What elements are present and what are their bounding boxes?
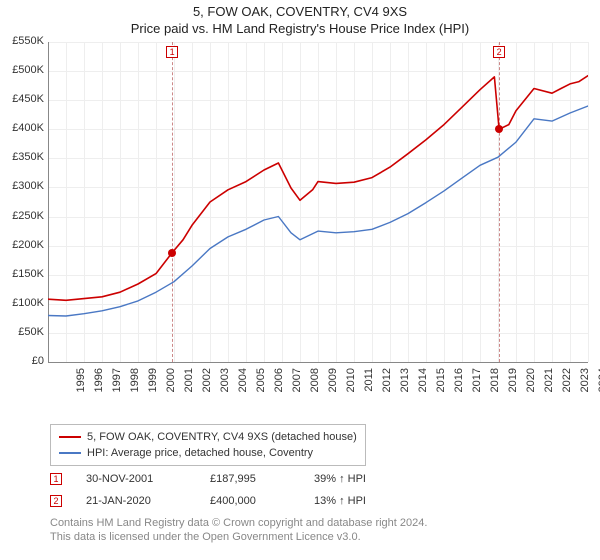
sales-table: 1 30-NOV-2001 £187,995 39% ↑ HPI 2 21-JAN-202… (50, 468, 384, 512)
x-axis-label: 1996 (93, 368, 105, 398)
legend: 5, FOW OAK, COVENTRY, CV4 9XS (detached … (50, 424, 366, 466)
arrow-up-icon: ↑ (339, 495, 345, 507)
sale-delta: 13% ↑ HPI (314, 495, 384, 507)
y-axis-label: £350K (0, 151, 44, 163)
x-axis-label: 2004 (237, 368, 249, 398)
legend-swatch (59, 436, 81, 438)
x-axis-label: 2014 (417, 368, 429, 398)
chart-title-line2: Price paid vs. HM Land Registry's House … (0, 19, 600, 36)
arrow-up-icon: ↑ (339, 473, 345, 485)
x-axis-label: 2022 (561, 368, 573, 398)
sale-price: £400,000 (210, 495, 290, 507)
x-axis-label: 2021 (543, 368, 555, 398)
footer-attribution: Contains HM Land Registry data © Crown c… (50, 516, 427, 544)
legend-row-hpi: HPI: Average price, detached house, Cove… (59, 445, 357, 461)
y-axis-label: £200K (0, 239, 44, 251)
series-hpi (48, 106, 588, 316)
sale-index-box: 1 (50, 473, 62, 485)
x-axis-label: 2015 (435, 368, 447, 398)
x-axis-label: 2017 (471, 368, 483, 398)
y-axis-label: £500K (0, 64, 44, 76)
x-axis-label: 1998 (129, 368, 141, 398)
x-axis-label: 2012 (381, 368, 393, 398)
plot-area: £0£50K£100K£150K£200K£250K£300K£350K£400… (48, 42, 588, 362)
chart-title-line1: 5, FOW OAK, COVENTRY, CV4 9XS (0, 0, 600, 19)
sale-dot-2 (495, 125, 503, 133)
x-axis-label: 2006 (273, 368, 285, 398)
x-axis-label: 2020 (525, 368, 537, 398)
sale-index-box: 2 (50, 495, 62, 507)
y-axis-label: £250K (0, 210, 44, 222)
footer-line1: Contains HM Land Registry data © Crown c… (50, 516, 427, 530)
sale-date: 21-JAN-2020 (86, 495, 186, 507)
x-axis-label: 2008 (309, 368, 321, 398)
legend-label: 5, FOW OAK, COVENTRY, CV4 9XS (detached … (87, 429, 357, 445)
sale-delta: 39% ↑ HPI (314, 473, 384, 485)
x-axis-label: 1995 (75, 368, 87, 398)
x-axis-label: 2007 (291, 368, 303, 398)
x-axis-label: 1997 (111, 368, 123, 398)
x-axis-label: 2009 (327, 368, 339, 398)
grid-v (588, 42, 589, 362)
x-axis-label: 2018 (489, 368, 501, 398)
sale-price: £187,995 (210, 473, 290, 485)
x-axis-label: 2016 (453, 368, 465, 398)
y-axis-label: £150K (0, 268, 44, 280)
y-axis-label: £0 (0, 355, 44, 367)
x-axis-label: 2013 (399, 368, 411, 398)
series-property (48, 76, 588, 301)
y-axis-label: £450K (0, 93, 44, 105)
series-svg (48, 42, 588, 362)
x-axis-label: 2000 (165, 368, 177, 398)
y-axis-label: £400K (0, 122, 44, 134)
x-axis-label: 2019 (507, 368, 519, 398)
sale-date: 30-NOV-2001 (86, 473, 186, 485)
x-axis-label: 2003 (219, 368, 231, 398)
x-axis-label: 1999 (147, 368, 159, 398)
y-axis-label: £100K (0, 297, 44, 309)
x-axis-label: 2011 (363, 368, 375, 398)
sales-row-1: 1 30-NOV-2001 £187,995 39% ↑ HPI (50, 468, 384, 490)
legend-label: HPI: Average price, detached house, Cove… (87, 445, 313, 461)
x-axis-label: 2005 (255, 368, 267, 398)
sales-row-2: 2 21-JAN-2020 £400,000 13% ↑ HPI (50, 490, 384, 512)
x-axis-label: 2002 (201, 368, 213, 398)
chart-container: { "title_line1": "5, FOW OAK, COVENTRY, … (0, 0, 600, 560)
legend-swatch (59, 452, 81, 454)
sale-dot-1 (168, 249, 176, 257)
x-axis-label: 2023 (579, 368, 591, 398)
legend-row-property: 5, FOW OAK, COVENTRY, CV4 9XS (detached … (59, 429, 357, 445)
footer-line2: This data is licensed under the Open Gov… (50, 530, 427, 544)
y-axis-label: £300K (0, 180, 44, 192)
y-axis-label: £50K (0, 326, 44, 338)
x-axis-label: 2001 (183, 368, 195, 398)
x-axis-label: 2010 (345, 368, 357, 398)
x-axis (48, 362, 588, 363)
y-axis-label: £550K (0, 35, 44, 47)
